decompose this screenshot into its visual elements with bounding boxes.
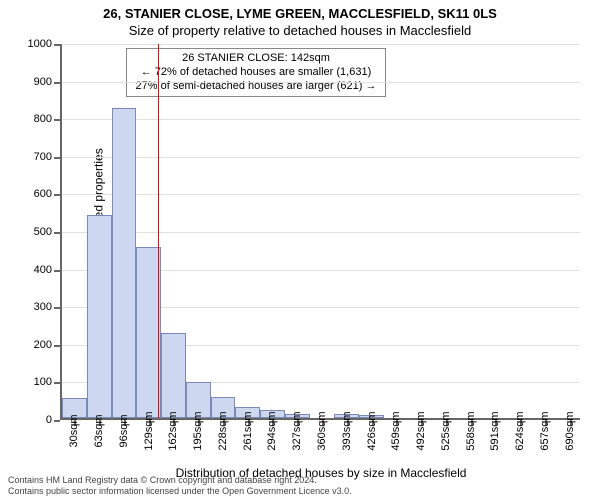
chart-title-line1: 26, STANIER CLOSE, LYME GREEN, MACCLESFI… <box>0 0 600 21</box>
grid-line <box>62 44 580 45</box>
y-tick <box>54 194 60 196</box>
histogram-bar <box>87 215 112 418</box>
y-tick-label: 200 <box>34 339 52 351</box>
y-tick-label: 100 <box>34 376 52 388</box>
footer-text: Contains HM Land Registry data © Crown c… <box>8 475 352 497</box>
y-tick-label: 900 <box>34 76 52 88</box>
x-tick-label: 294sqm <box>266 411 278 450</box>
reference-line <box>158 44 159 418</box>
y-tick <box>54 345 60 347</box>
y-tick-label: 300 <box>34 301 52 313</box>
x-tick-label: 492sqm <box>415 411 427 450</box>
y-tick <box>54 119 60 121</box>
x-tick-label: 162sqm <box>167 411 179 450</box>
chart-title-line2: Size of property relative to detached ho… <box>0 21 600 44</box>
plot-area: Number of detached properties Distributi… <box>60 44 580 420</box>
grid-line <box>62 232 580 233</box>
y-tick <box>54 157 60 159</box>
histogram-bar <box>136 247 161 418</box>
y-tick-label: 600 <box>34 188 52 200</box>
x-tick-label: 558sqm <box>465 411 477 450</box>
x-tick-label: 261sqm <box>242 411 254 450</box>
grid-line <box>62 82 580 83</box>
y-tick <box>54 232 60 234</box>
x-tick-label: 30sqm <box>68 414 80 447</box>
x-tick-label: 228sqm <box>217 411 229 450</box>
y-tick-label: 500 <box>34 226 52 238</box>
x-tick-label: 624sqm <box>514 411 526 450</box>
footer-line2: Contains public sector information licen… <box>8 486 352 497</box>
x-tick-label: 327sqm <box>291 411 303 450</box>
x-tick-label: 63sqm <box>93 414 105 447</box>
y-tick <box>54 382 60 384</box>
x-tick-label: 129sqm <box>143 411 155 450</box>
y-tick <box>54 44 60 46</box>
histogram-bar <box>112 108 137 418</box>
x-tick-label: 690sqm <box>564 411 576 450</box>
x-tick-label: 657sqm <box>539 411 551 450</box>
y-tick <box>54 82 60 84</box>
grid-line <box>62 119 580 120</box>
grid-line <box>62 157 580 158</box>
x-tick-label: 360sqm <box>316 411 328 450</box>
y-tick-label: 700 <box>34 151 52 163</box>
annotation-line2: ← 72% of detached houses are smaller (1,… <box>133 66 379 80</box>
histogram-bar <box>161 333 186 418</box>
annotation-line1: 26 STANIER CLOSE: 142sqm <box>133 52 379 66</box>
x-tick-label: 393sqm <box>341 411 353 450</box>
y-tick-label: 1000 <box>28 38 52 50</box>
x-tick-label: 426sqm <box>366 411 378 450</box>
x-tick-label: 459sqm <box>390 411 402 450</box>
y-tick-label: 800 <box>34 113 52 125</box>
x-tick-label: 195sqm <box>192 411 204 450</box>
y-tick-label: 400 <box>34 264 52 276</box>
footer-line1: Contains HM Land Registry data © Crown c… <box>8 475 352 486</box>
chart-container: 26, STANIER CLOSE, LYME GREEN, MACCLESFI… <box>0 0 600 500</box>
x-tick-label: 96sqm <box>118 414 130 447</box>
y-tick <box>54 270 60 272</box>
annotation-box: 26 STANIER CLOSE: 142sqm ← 72% of detach… <box>126 48 386 97</box>
grid-line <box>62 194 580 195</box>
y-tick <box>54 420 60 422</box>
y-tick <box>54 307 60 309</box>
y-tick-label: 0 <box>46 414 52 426</box>
x-tick-label: 525sqm <box>440 411 452 450</box>
x-tick-label: 591sqm <box>489 411 501 450</box>
